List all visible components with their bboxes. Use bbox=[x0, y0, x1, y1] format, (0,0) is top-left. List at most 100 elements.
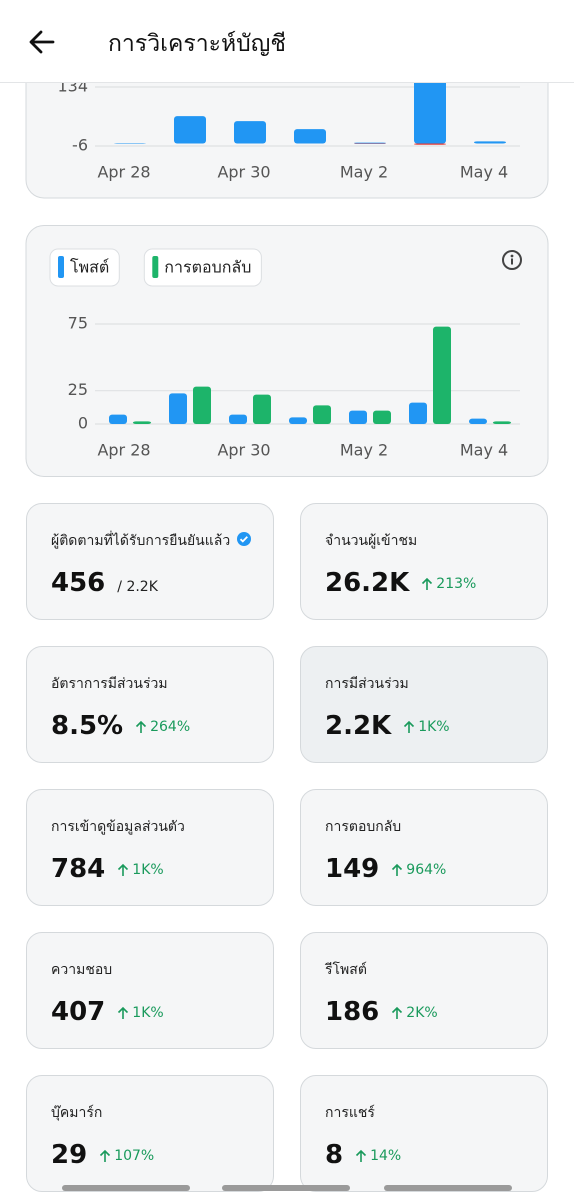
stat-value: 29 bbox=[51, 1140, 88, 1170]
x-tick-label: Apr 28 bbox=[97, 163, 150, 182]
bar bbox=[294, 129, 326, 144]
legend-label: โพสต์ bbox=[70, 258, 109, 277]
stat-change-text: 2K% bbox=[406, 1005, 438, 1021]
bar bbox=[414, 71, 446, 144]
stat-label-text: ความชอบ bbox=[51, 962, 113, 978]
up-arrow-path bbox=[356, 1149, 367, 1162]
up-arrow-path bbox=[136, 720, 147, 733]
stat-label: อัตราการมีส่วนร่วม bbox=[51, 673, 168, 695]
up-arrow bbox=[392, 863, 403, 876]
stat-value: 8 bbox=[325, 1140, 344, 1170]
bar bbox=[469, 418, 487, 424]
bar bbox=[109, 414, 127, 424]
legend-swatch bbox=[152, 256, 159, 278]
stat-value: 2.2K bbox=[325, 711, 392, 741]
stat-row: 407 1K% bbox=[51, 997, 164, 1027]
bar bbox=[414, 143, 446, 145]
bar bbox=[313, 405, 331, 424]
stat-value: 784 bbox=[51, 854, 106, 884]
y-tick-label: -6 bbox=[72, 136, 88, 155]
bar bbox=[234, 121, 266, 144]
stat-label: บุ๊คมาร์ก bbox=[51, 1102, 102, 1124]
bar bbox=[229, 414, 247, 424]
stat-row: 456 / 2.2K bbox=[51, 568, 158, 598]
stat-card[interactable]: การตอบกลับ 149 964% bbox=[300, 789, 548, 906]
stat-label-text: จำนวนผู้เข้าชม bbox=[325, 533, 418, 549]
stat-value: 26.2K bbox=[325, 568, 410, 598]
stat-label-text: การมีส่วนร่วม bbox=[325, 676, 409, 692]
bar bbox=[474, 141, 506, 144]
stat-card[interactable]: ความชอบ 407 1K% bbox=[26, 932, 274, 1049]
stat-card[interactable]: บุ๊คมาร์ก 29 107% bbox=[26, 1075, 274, 1192]
x-tick-label: May 4 bbox=[460, 163, 508, 182]
stat-change: 1K% bbox=[403, 719, 450, 735]
back-button[interactable] bbox=[28, 28, 56, 56]
legend-chip bbox=[49, 248, 120, 287]
gesture-bar bbox=[384, 1185, 512, 1191]
stat-label: การตอบกลับ bbox=[325, 816, 401, 838]
stat-label: รีโพสต์ bbox=[325, 959, 367, 981]
stat-card[interactable]: อัตราการมีส่วนร่วม 8.5% 264% bbox=[26, 646, 274, 763]
stat-card[interactable]: การเข้าดูข้อมูลส่วนตัว 784 1K% bbox=[26, 789, 274, 906]
stat-row: 2.2K 1K% bbox=[325, 711, 450, 741]
activity-chart: 0 25 75 Apr 28 Apr 30 May 2 May 4 โพสต์ การตอบกล… bbox=[25, 225, 549, 477]
bar bbox=[433, 326, 451, 424]
y-tick-label: 25 bbox=[68, 380, 88, 399]
stat-card[interactable]: การแชร์ 8 14% bbox=[300, 1075, 548, 1192]
info-button[interactable] bbox=[502, 250, 522, 270]
stat-label-text: บุ๊คมาร์ก bbox=[51, 1105, 103, 1121]
up-arrow-path bbox=[422, 577, 433, 590]
legend-swatch bbox=[58, 256, 64, 278]
bar bbox=[349, 410, 367, 424]
stat-label-text: ผู้ติดตามที่ได้รับการยืนยันแล้ว bbox=[51, 533, 231, 549]
y-tick-label: 0 bbox=[78, 414, 88, 433]
stat-change-text: 1K% bbox=[132, 1005, 164, 1021]
stat-total: / 2.2K bbox=[117, 579, 158, 595]
stat-row: 149 964% bbox=[325, 854, 446, 884]
stat-row: 186 2K% bbox=[325, 997, 438, 1027]
stat-label-text: อัตราการมีส่วนร่วม bbox=[51, 676, 168, 692]
stat-row: 8.5% 264% bbox=[51, 711, 190, 741]
up-arrow bbox=[100, 1149, 111, 1162]
stat-value: 456 bbox=[51, 568, 106, 598]
stat-change-text: 1K% bbox=[132, 862, 164, 878]
up-arrow-path bbox=[404, 720, 415, 733]
y-tick-label: 75 bbox=[68, 314, 88, 333]
stat-value: 8.5% bbox=[51, 711, 124, 741]
stat-card[interactable]: ผู้ติดตามที่ได้รับการยืนยันแล้ว 456 / 2.2K bbox=[26, 503, 274, 620]
stat-card[interactable]: รีโพสต์ 186 2K% bbox=[300, 932, 548, 1049]
bar bbox=[373, 410, 391, 424]
stat-change-text: 964% bbox=[406, 862, 447, 878]
bar bbox=[354, 142, 386, 144]
up-arrow-path bbox=[100, 1149, 111, 1162]
bar bbox=[133, 421, 151, 424]
up-arrow bbox=[392, 1006, 403, 1019]
up-arrow-path bbox=[118, 863, 129, 876]
stat-change: 1K% bbox=[117, 1005, 164, 1021]
stat-label-text: การตอบกลับ bbox=[325, 819, 402, 835]
bar bbox=[409, 402, 427, 424]
x-tick-label: May 2 bbox=[340, 163, 388, 182]
app-header: การวิเคราะห์บัญชี bbox=[0, 0, 574, 83]
stat-label: จำนวนผู้เข้าชม bbox=[325, 530, 417, 552]
up-arrow bbox=[404, 720, 415, 733]
stat-change-text: 14% bbox=[370, 1148, 402, 1164]
stat-change-text: 264% bbox=[150, 719, 191, 735]
stat-label: ผู้ติดตามที่ได้รับการยืนยันแล้ว bbox=[51, 530, 252, 552]
stat-card[interactable]: การมีส่วนร่วม 2.2K 1K% bbox=[300, 646, 548, 763]
stat-change: 964% bbox=[391, 862, 446, 878]
stat-change: 1K% bbox=[117, 862, 164, 878]
up-arrow bbox=[118, 863, 129, 876]
stat-card[interactable]: จำนวนผู้เข้าชม 26.2K 213% bbox=[300, 503, 548, 620]
stat-row: 26.2K 213% bbox=[325, 568, 476, 598]
up-arrow-path bbox=[392, 1006, 403, 1019]
stat-change: 107% bbox=[99, 1148, 154, 1164]
stat-label-text: การแชร์ bbox=[325, 1105, 375, 1121]
stat-change-text: 1K% bbox=[418, 719, 450, 735]
gesture-bar bbox=[222, 1185, 350, 1191]
stat-label-text: การเข้าดูข้อมูลส่วนตัว bbox=[51, 819, 185, 835]
stat-value: 407 bbox=[51, 997, 106, 1027]
bar bbox=[193, 386, 211, 424]
x-tick-label: Apr 30 bbox=[217, 441, 270, 460]
